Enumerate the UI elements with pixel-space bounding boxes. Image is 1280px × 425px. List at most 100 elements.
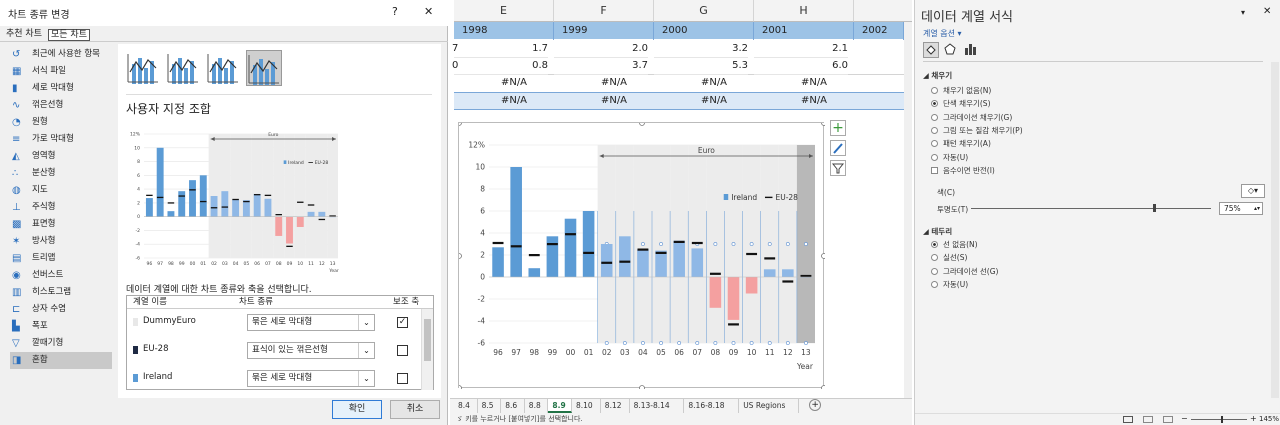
add-sheet-icon[interactable]: + bbox=[809, 399, 822, 411]
zoom-slider[interactable] bbox=[1191, 419, 1247, 420]
pane-close-icon[interactable]: ✕ bbox=[1263, 6, 1272, 17]
chart-resize-handle[interactable] bbox=[456, 120, 462, 126]
normal-view-icon[interactable] bbox=[1123, 416, 1133, 423]
invert-if-negative[interactable]: 음수이면 반전(I) bbox=[931, 166, 995, 176]
sheet-tab-8-5[interactable]: 8.5 bbox=[478, 399, 502, 413]
fill-option-0[interactable]: 채우기 없음(N) bbox=[931, 86, 991, 96]
year-cell[interactable]: 2002 bbox=[856, 22, 904, 40]
fill-option-1[interactable]: 단색 채우기(S) bbox=[931, 99, 991, 109]
fill-option-2[interactable]: 그라데이션 채우기(G) bbox=[931, 113, 1012, 123]
na-cell[interactable]: #N/A bbox=[600, 95, 628, 106]
fill-section-header[interactable]: ◢ 채우기 bbox=[923, 71, 953, 80]
sidebar-item-3[interactable]: ∿ 꺾은선형 bbox=[10, 97, 112, 114]
data-cell[interactable]: 2.0 bbox=[554, 40, 648, 58]
sidebar-item-15[interactable]: ⊏ 상자 수염 bbox=[10, 301, 112, 318]
sheet-tab-8-6[interactable]: 8.6 bbox=[501, 399, 525, 413]
ok-button[interactable]: 확인 bbox=[332, 400, 382, 419]
sheet-tab-8-4[interactable]: 8.4 bbox=[454, 399, 478, 413]
sidebar-item-6[interactable]: ◭ 영역형 bbox=[10, 148, 112, 165]
sidebar-item-7[interactable]: ∴ 분산형 bbox=[10, 165, 112, 182]
sidebar-item-9[interactable]: ⊥ 주식형 bbox=[10, 199, 112, 216]
combo-type-option-1[interactable] bbox=[166, 50, 202, 86]
chart-resize-handle[interactable] bbox=[821, 120, 827, 126]
sidebar-item-0[interactable]: ↺ 최근에 사용한 항목 bbox=[10, 46, 112, 63]
sheet-tab-us-regions[interactable]: US Regions bbox=[739, 399, 800, 413]
page-break-icon[interactable] bbox=[1163, 416, 1173, 423]
chart-resize-handle[interactable] bbox=[821, 253, 827, 259]
transparency-slider-thumb[interactable] bbox=[1153, 204, 1156, 212]
page-layout-icon[interactable] bbox=[1143, 416, 1153, 423]
fill-option-4[interactable]: 패턴 채우기(A) bbox=[931, 139, 991, 149]
data-cell[interactable]: 5.3 bbox=[654, 57, 748, 75]
column-header-f[interactable]: F bbox=[554, 0, 654, 22]
fill-option-3[interactable]: 그림 또는 질감 채우기(P) bbox=[931, 126, 1023, 136]
data-cell[interactable]: 3.2 bbox=[654, 40, 748, 58]
na-cell[interactable]: #N/A bbox=[500, 95, 528, 106]
embedded-chart[interactable]: 12% 10 8 6 4 2 0 -2 -4 -6 Euro 96 97 98 99 00 01 02 03 04 05… bbox=[456, 120, 827, 391]
column-header-e[interactable]: E bbox=[454, 0, 554, 22]
table-scrollbar[interactable] bbox=[421, 309, 433, 390]
chart-resize-handle[interactable] bbox=[639, 385, 645, 391]
combo-type-option-0[interactable] bbox=[126, 50, 162, 86]
na-cell[interactable]: #N/A bbox=[700, 95, 728, 106]
border-option-2[interactable]: 그라데이션 선(G) bbox=[931, 267, 998, 277]
column-header-more[interactable] bbox=[854, 0, 912, 22]
close-button[interactable]: ✕ bbox=[424, 5, 434, 18]
na-cell[interactable]: #N/A bbox=[700, 77, 728, 88]
sidebar-item-12[interactable]: ▤ 트리맵 bbox=[10, 250, 112, 267]
sidebar-item-2[interactable]: ▮ 세로 막대형 bbox=[10, 80, 112, 97]
color-picker-button[interactable]: ◇▾ bbox=[1241, 184, 1265, 198]
sheet-tab-8-8[interactable]: 8.8 bbox=[525, 399, 549, 413]
secondary-axis-checkbox[interactable] bbox=[397, 373, 408, 384]
year-cell[interactable]: 1999 bbox=[556, 22, 654, 40]
zoom-in-icon[interactable]: + bbox=[1250, 414, 1257, 423]
combo-type-option-3[interactable] bbox=[246, 50, 282, 86]
data-cell[interactable]: 1.7 bbox=[454, 40, 548, 58]
tab-recommended[interactable]: 추천 차트 bbox=[6, 29, 42, 39]
help-button[interactable]: ? bbox=[392, 5, 398, 18]
year-cell[interactable]: 1998 bbox=[456, 22, 554, 40]
border-section-header[interactable]: ◢ 테두리 bbox=[923, 227, 953, 236]
pane-menu-icon[interactable]: ▾ bbox=[1241, 8, 1246, 17]
sidebar-item-11[interactable]: ✶ 방사형 bbox=[10, 233, 112, 250]
sheet-tab-8-16-8-18[interactable]: 8.16-8.18 bbox=[684, 399, 740, 413]
sidebar-item-4[interactable]: ◔ 원형 bbox=[10, 114, 112, 131]
chart-resize-handle[interactable] bbox=[821, 385, 827, 391]
series-options-dropdown[interactable]: 계열 옵션 ▾ bbox=[923, 29, 962, 38]
vertical-scrollbar[interactable] bbox=[904, 22, 912, 398]
year-cell[interactable]: 2000 bbox=[656, 22, 754, 40]
chart-type-select[interactable]: 묶은 세로 막대형 ⌄ bbox=[247, 314, 375, 331]
sidebar-item-10[interactable]: ▩ 표면형 bbox=[10, 216, 112, 233]
chart-type-select[interactable]: 묶은 세로 막대형 ⌄ bbox=[247, 370, 375, 387]
chart-resize-handle[interactable] bbox=[456, 385, 462, 391]
tab-all-charts[interactable]: 모든 차트 bbox=[48, 29, 90, 41]
cancel-button[interactable]: 취소 bbox=[390, 400, 440, 419]
sidebar-item-16[interactable]: ▙ 폭포 bbox=[10, 318, 112, 335]
fill-option-5[interactable]: 자동(U) bbox=[931, 153, 968, 163]
zoom-slider-thumb[interactable] bbox=[1221, 416, 1223, 423]
na-cell[interactable]: #N/A bbox=[500, 77, 528, 88]
sheet-tab-8-10[interactable]: 8.10 bbox=[572, 399, 601, 413]
na-cell[interactable]: #N/A bbox=[600, 77, 628, 88]
column-header-g[interactable]: G bbox=[654, 0, 754, 22]
chart-resize-handle[interactable] bbox=[456, 253, 462, 259]
sidebar-item-5[interactable]: ≡ 가로 막대형 bbox=[10, 131, 112, 148]
sheet-tab-8-12[interactable]: 8.12 bbox=[601, 399, 630, 413]
na-cell[interactable]: #N/A bbox=[800, 77, 828, 88]
data-cell[interactable]: 6.0 bbox=[754, 57, 848, 75]
sidebar-item-14[interactable]: ▥ 히스토그램 bbox=[10, 284, 112, 301]
chart-type-select[interactable]: 표식이 있는 꺾은선형 ⌄ bbox=[247, 342, 375, 359]
combo-type-option-2[interactable] bbox=[206, 50, 242, 86]
fill-line-tab[interactable] bbox=[923, 42, 939, 58]
cell-prefix[interactable]: 7 bbox=[452, 43, 459, 54]
border-option-3[interactable]: 자동(U) bbox=[931, 280, 968, 290]
chart-resize-handle[interactable] bbox=[639, 120, 645, 126]
sidebar-item-13[interactable]: ◉ 선버스트 bbox=[10, 267, 112, 284]
zoom-out-icon[interactable]: − bbox=[1181, 414, 1188, 423]
sidebar-item-1[interactable]: ▦ 서식 파일 bbox=[10, 63, 112, 80]
transparency-input[interactable]: 75% ▴▾ bbox=[1219, 202, 1263, 215]
zoom-level[interactable]: 145% bbox=[1259, 415, 1280, 423]
data-cell[interactable]: 0.8 bbox=[454, 57, 548, 75]
sidebar-item-18[interactable]: ◨ 혼합 bbox=[10, 352, 112, 369]
data-cell[interactable]: 2.1 bbox=[754, 40, 848, 58]
